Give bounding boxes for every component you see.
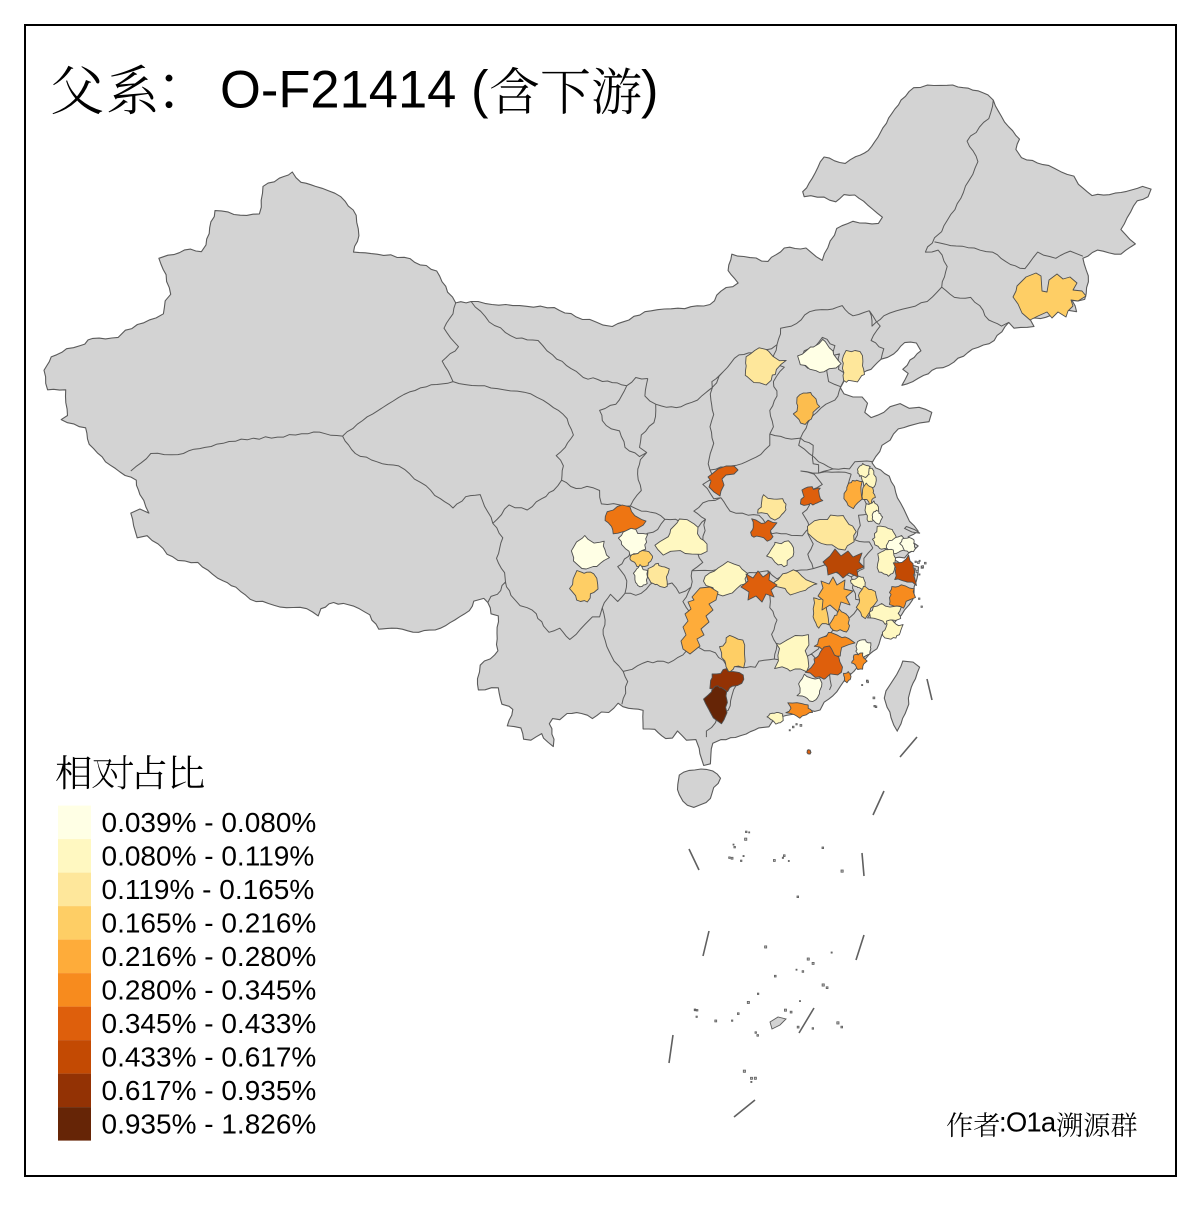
svg-text:0.617% - 0.935%: 0.617% - 0.935% xyxy=(102,1075,317,1106)
svg-text:0.039% - 0.080%: 0.039% - 0.080% xyxy=(102,807,317,838)
svg-text:0.119% - 0.165%: 0.119% - 0.165% xyxy=(102,874,315,905)
svg-text:0.935% - 1.826%: 0.935% - 1.826% xyxy=(102,1109,317,1140)
svg-text:O-F21414 (: O-F21414 ( xyxy=(220,61,489,120)
svg-text::O1a: :O1a xyxy=(999,1107,1057,1138)
svg-text:0.433% - 0.617%: 0.433% - 0.617% xyxy=(102,1042,317,1073)
svg-text:0.345% - 0.433%: 0.345% - 0.433% xyxy=(102,1008,317,1039)
svg-text:): ) xyxy=(641,61,658,120)
svg-text:0.165% - 0.216%: 0.165% - 0.216% xyxy=(102,908,317,939)
svg-text:0.080% - 0.119%: 0.080% - 0.119% xyxy=(102,841,315,872)
svg-text:0.216% - 0.280%: 0.216% - 0.280% xyxy=(102,941,317,972)
svg-text:0.280% - 0.345%: 0.280% - 0.345% xyxy=(102,975,317,1006)
